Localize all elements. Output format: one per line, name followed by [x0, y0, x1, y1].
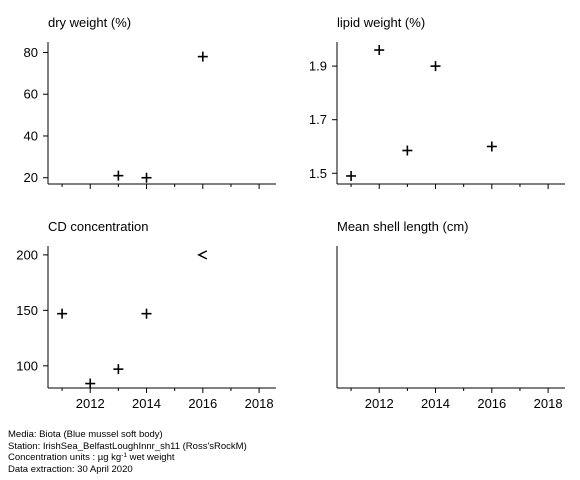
y-tick-label: 1.7 [309, 112, 327, 127]
y-tick-label: 20 [24, 170, 38, 185]
chart-title: lipid weight (%) [337, 15, 425, 30]
y-tick-label: 150 [16, 303, 38, 318]
x-tick-label: 2014 [132, 396, 161, 411]
chart-panel-1: dry weight (%) 20 40 60 80 [24, 15, 276, 189]
x-tick-label: 2012 [365, 396, 394, 411]
y-tick-label: 40 [24, 128, 38, 143]
footer-station: Station: IrishSea_BelfastLoughInnr_sh11 … [8, 440, 247, 452]
x-tick-label: 2014 [421, 396, 450, 411]
chart-panel-4: Mean shell length (cm) 2012 2014 2016 2018 [336, 219, 565, 411]
x-tick-label: 2016 [477, 396, 506, 411]
data-point-plus [57, 308, 68, 319]
y-tick-label: 100 [16, 358, 38, 373]
footer-data-extraction: Data extraction: 30 April 2020 [8, 463, 133, 475]
chart-title: dry weight (%) [48, 15, 131, 30]
footer-media: Media: Biota (Blue mussel soft body) [8, 429, 163, 440]
x-tick-label: 2016 [188, 396, 217, 411]
chart-figure: dry weight (%) 20 40 60 80 lipid weight (%) 1.… [16, 15, 565, 411]
data-point-plus [346, 170, 357, 181]
y-tick-label: 60 [24, 87, 38, 102]
data-point-plus [141, 172, 152, 183]
data-point-plus [113, 364, 124, 375]
y-tick-label: 1.5 [309, 166, 327, 181]
x-tick-label: 2012 [76, 396, 105, 411]
y-tick-label: 1.9 [309, 59, 327, 74]
chart-panel-2: lipid weight (%) 1.5 1.7 1.9 [309, 15, 565, 189]
data-point-less-than [197, 250, 208, 260]
data-point-plus [374, 45, 385, 56]
data-point-plus [430, 61, 441, 72]
y-tick-label: 200 [16, 247, 38, 262]
y-tick-label: 80 [24, 45, 38, 60]
x-tick-label: 2018 [245, 396, 274, 411]
chart-title: CD concentration [48, 219, 148, 234]
data-point-plus [402, 145, 413, 156]
data-point-plus [486, 141, 497, 152]
data-point-plus [113, 170, 124, 181]
x-tick-label: 2018 [534, 396, 563, 411]
data-point-plus [85, 378, 96, 389]
chart-title: Mean shell length (cm) [337, 219, 469, 234]
footer-notes: Media: Biota (Blue mussel soft body) Sta… [8, 429, 247, 475]
data-point-plus [197, 51, 208, 62]
chart-panel-3: CD concentration 2012 2014 2016 2018 100 150 20… [16, 219, 276, 411]
data-point-plus [141, 308, 152, 319]
footer-concentration-units: Concentration units : µg kg-1 wet weight [8, 452, 175, 463]
